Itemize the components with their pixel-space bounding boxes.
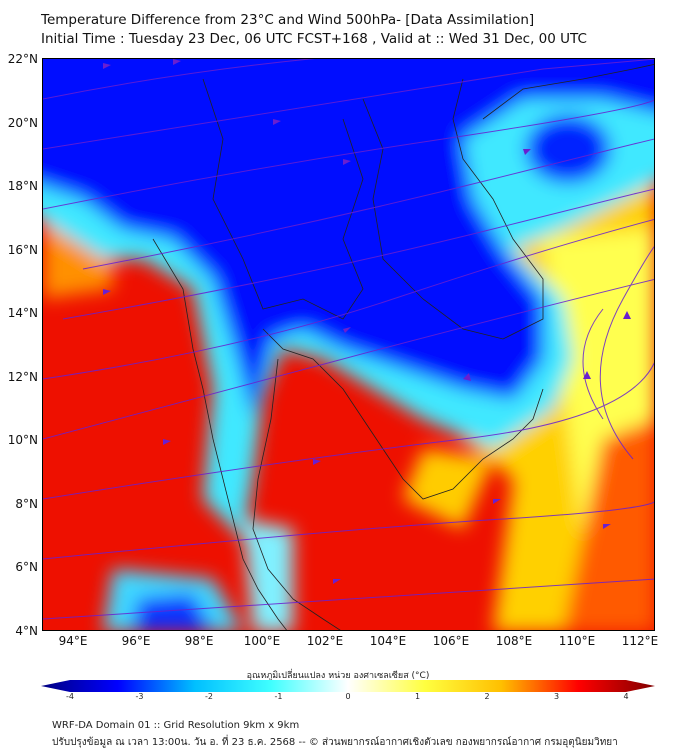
lon-label: 96°E bbox=[121, 634, 151, 648]
wind-streamlines bbox=[43, 59, 654, 620]
lon-label: 104°E bbox=[369, 634, 407, 648]
colorbar-title: อุณหภูมิเปลี่ยนแปลง หน่วย องศาเซลเซียส (… bbox=[246, 671, 430, 681]
lon-label: 98°E bbox=[184, 634, 214, 648]
colorbar-tick: 4 bbox=[623, 692, 629, 701]
lon-label: 94°E bbox=[58, 634, 88, 648]
colorbar-tick: 3 bbox=[553, 692, 560, 701]
footer-credit: ปรับปรุงข้อมูล ณ เวลา 13:00น. วัน อ. ที่… bbox=[52, 737, 618, 748]
lon-label: 110°E bbox=[558, 634, 596, 648]
lat-label: 6°N bbox=[15, 560, 38, 574]
colorbar-gradient bbox=[41, 680, 655, 692]
anomaly-shading bbox=[43, 59, 654, 630]
chart-title: Temperature Difference from 23°C and Win… bbox=[41, 12, 535, 28]
colorbar-tick: -3 bbox=[135, 692, 144, 701]
lat-label: 16°N bbox=[7, 243, 38, 257]
lat-label: 18°N bbox=[7, 179, 38, 193]
lon-label: 108°E bbox=[495, 634, 533, 648]
coastlines bbox=[152, 64, 654, 630]
lat-label: 22°N bbox=[7, 52, 38, 66]
chart-subtitle: Initial Time : Tuesday 23 Dec, 06 UTC FC… bbox=[41, 31, 587, 47]
colorbar-tick: -1 bbox=[274, 692, 283, 701]
colorbar bbox=[41, 680, 655, 692]
colorbar-tick: -2 bbox=[205, 692, 213, 701]
lat-label: 4°N bbox=[15, 624, 38, 638]
colorbar-tick: 2 bbox=[484, 692, 490, 701]
lat-label: 12°N bbox=[7, 370, 38, 384]
colorbar-tick: 0 bbox=[345, 692, 351, 701]
footer-model-info: WRF-DA Domain 01 :: Grid Resolution 9km … bbox=[52, 720, 300, 731]
wind-arrows bbox=[103, 59, 631, 584]
temperature-map bbox=[42, 58, 655, 631]
lat-label: 14°N bbox=[7, 306, 38, 320]
lat-label: 10°N bbox=[7, 433, 38, 447]
colorbar-tick: 1 bbox=[414, 692, 421, 701]
lon-label: 106°E bbox=[432, 634, 470, 648]
lon-label: 102°E bbox=[306, 634, 344, 648]
lat-label: 20°N bbox=[7, 116, 38, 130]
colorbar-tick: -4 bbox=[66, 692, 74, 701]
lat-label: 8°N bbox=[15, 497, 38, 511]
lon-label: 100°E bbox=[243, 634, 281, 648]
lon-label: 112°E bbox=[621, 634, 659, 648]
